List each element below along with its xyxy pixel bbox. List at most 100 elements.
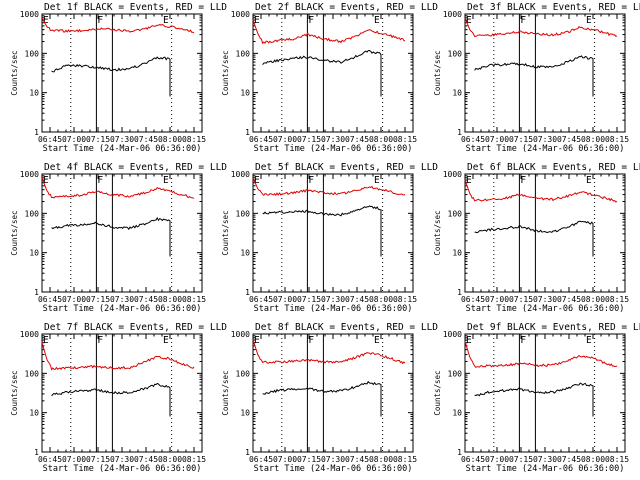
x-tick-label: 07:00 — [273, 295, 297, 304]
panel-title: Det 5f BLACK = Events, RED = LLD — [255, 162, 438, 173]
y-tick-label: 10 — [240, 89, 250, 98]
y-tick-label: 1 — [245, 128, 250, 137]
marker-label: F — [308, 175, 314, 186]
x-tick-label: 07:30 — [110, 455, 134, 464]
x-axis-label: Start Time (24-Mar-06 06:36:00) — [254, 464, 413, 474]
x-tick-label: 07:00 — [62, 295, 86, 304]
panel-title: Det 8f BLACK = Events, RED = LLD — [255, 322, 438, 333]
x-tick-label: 07:00 — [62, 135, 86, 144]
x-tick-label: 07:00 — [62, 455, 86, 464]
panel-det-3: Det 3f BLACK = Events, RED = LLD 1 10 100 10… — [433, 2, 640, 154]
x-tick-label: 07:45 — [345, 295, 369, 304]
y-axis-label: Counts/sec — [433, 210, 442, 255]
panel-title: Det 6f BLACK = Events, RED = LLD — [467, 162, 640, 173]
y-tick-label: 10 — [240, 409, 250, 418]
y-tick-label: 1 — [457, 128, 462, 137]
y-tick-label: 1 — [457, 288, 462, 297]
marker-label: F — [520, 175, 526, 186]
panel-det-7: Det 7f BLACK = Events, RED = LLD 1 10 100 10… — [10, 322, 227, 474]
x-tick-label: 08:00 — [581, 455, 605, 464]
panel-det-8: Det 8f BLACK = Events, RED = LLD 1 10 100 10… — [221, 322, 438, 474]
marker-label: E — [254, 15, 260, 26]
x-tick-label: 07:00 — [485, 135, 509, 144]
series-events-line — [474, 55, 594, 97]
series-events-line — [474, 220, 594, 257]
series-lld-line — [41, 17, 195, 34]
x-tick-label: 07:45 — [134, 135, 158, 144]
x-tick-label: 06:45 — [461, 295, 485, 304]
x-tick-label: 06:45 — [249, 295, 273, 304]
x-axis-label: Start Time (24-Mar-06 06:36:00) — [466, 304, 625, 314]
panel-det-2: Det 2f BLACK = Events, RED = LLD 1 10 100 10… — [221, 2, 438, 154]
marker-label: F — [308, 15, 314, 26]
x-axis-label: Start Time (24-Mar-06 06:36:00) — [466, 464, 625, 474]
y-axis-label: Counts/sec — [221, 50, 230, 95]
x-tick-label: 07:30 — [110, 295, 134, 304]
x-tick-label: 08:00 — [369, 295, 393, 304]
y-tick-label: 100 — [448, 209, 463, 218]
panel-title: Det 9f BLACK = Events, RED = LLD — [467, 322, 640, 333]
x-tick-label: 08:00 — [581, 135, 605, 144]
panel-title: Det 1f BLACK = Events, RED = LLD — [44, 2, 227, 13]
y-tick-label: 100 — [25, 369, 40, 378]
series-lld-line — [252, 339, 406, 365]
marker-label: F — [97, 175, 103, 186]
marker-label: E — [586, 15, 592, 26]
x-tick-label: 08:00 — [369, 135, 393, 144]
y-axis-label: Counts/sec — [221, 370, 230, 415]
marker-label: E — [163, 15, 169, 26]
marker-label: F — [308, 335, 314, 346]
y-tick-label: 1000 — [20, 330, 39, 339]
panel-title: Det 2f BLACK = Events, RED = LLD — [255, 2, 438, 13]
y-tick-label: 1000 — [443, 330, 462, 339]
y-tick-label: 1000 — [20, 10, 39, 19]
x-tick-label: 07:15 — [297, 455, 321, 464]
x-tick-label: 07:15 — [86, 295, 110, 304]
y-tick-label: 10 — [240, 249, 250, 258]
y-tick-label: 10 — [452, 409, 462, 418]
x-tick-label: 06:45 — [38, 295, 62, 304]
x-tick-label: 08:15 — [182, 455, 206, 464]
y-tick-label: 100 — [236, 49, 251, 58]
marker-label: E — [43, 175, 49, 186]
x-tick-label: 06:45 — [461, 455, 485, 464]
y-axis-label: Counts/sec — [10, 370, 19, 415]
x-axis-label: Start Time (24-Mar-06 06:36:00) — [43, 464, 202, 474]
x-tick-label: 07:45 — [345, 455, 369, 464]
marker-label: E — [466, 335, 472, 346]
x-tick-label: 08:00 — [158, 455, 182, 464]
x-tick-label: 07:15 — [509, 455, 533, 464]
series-lld-line — [464, 179, 618, 203]
y-tick-label: 1000 — [443, 170, 462, 179]
x-axis-label: Start Time (24-Mar-06 06:36:00) — [254, 304, 413, 314]
y-tick-label: 10 — [29, 409, 39, 418]
x-tick-label: 06:45 — [38, 455, 62, 464]
marker-label: E — [466, 15, 472, 26]
panel-title: Det 7f BLACK = Events, RED = LLD — [44, 322, 227, 333]
y-tick-label: 1 — [245, 288, 250, 297]
marker-label: E — [43, 15, 49, 26]
panel-det-6: Det 6f BLACK = Events, RED = LLD 1 10 100 10… — [433, 162, 640, 314]
x-tick-label: 08:15 — [393, 295, 417, 304]
x-tick-label: 07:45 — [557, 135, 581, 144]
marker-label: F — [97, 335, 103, 346]
y-tick-label: 100 — [25, 209, 40, 218]
x-tick-label: 07:30 — [533, 295, 557, 304]
panel-det-9: Det 9f BLACK = Events, RED = LLD 1 10 100 10… — [433, 322, 640, 474]
x-tick-label: 07:45 — [557, 295, 581, 304]
marker-label: E — [586, 335, 592, 346]
marker-label: E — [254, 335, 260, 346]
panel-det-4: Det 4f BLACK = Events, RED = LLD 1 10 100 10… — [10, 162, 227, 314]
x-tick-label: 07:30 — [321, 295, 345, 304]
x-tick-label: 08:15 — [605, 135, 629, 144]
marker-label: E — [374, 15, 380, 26]
marker-label: E — [374, 175, 380, 186]
series-lld-line — [41, 177, 195, 199]
x-tick-label: 06:45 — [249, 455, 273, 464]
x-tick-label: 07:30 — [321, 455, 345, 464]
x-tick-label: 07:30 — [533, 135, 557, 144]
y-tick-label: 100 — [448, 369, 463, 378]
marker-label: E — [374, 335, 380, 346]
panel-det-5: Det 5f BLACK = Events, RED = LLD 1 10 100 10… — [221, 162, 438, 314]
x-axis-label: Start Time (24-Mar-06 06:36:00) — [43, 144, 202, 154]
